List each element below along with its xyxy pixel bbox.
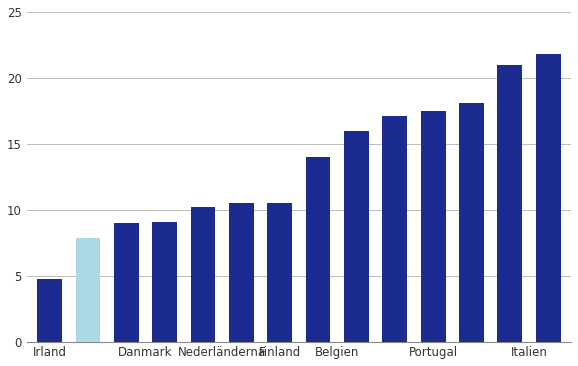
Bar <box>37 279 62 342</box>
Bar <box>536 54 561 342</box>
Bar <box>382 116 407 342</box>
Bar <box>421 111 446 342</box>
Bar <box>459 103 484 342</box>
Bar <box>114 223 139 342</box>
Bar <box>229 203 254 342</box>
Bar <box>76 238 101 342</box>
Bar <box>152 222 177 342</box>
Bar <box>267 203 292 342</box>
Bar <box>497 65 522 342</box>
Bar <box>306 157 331 342</box>
Bar <box>191 207 216 342</box>
Bar <box>344 131 369 342</box>
